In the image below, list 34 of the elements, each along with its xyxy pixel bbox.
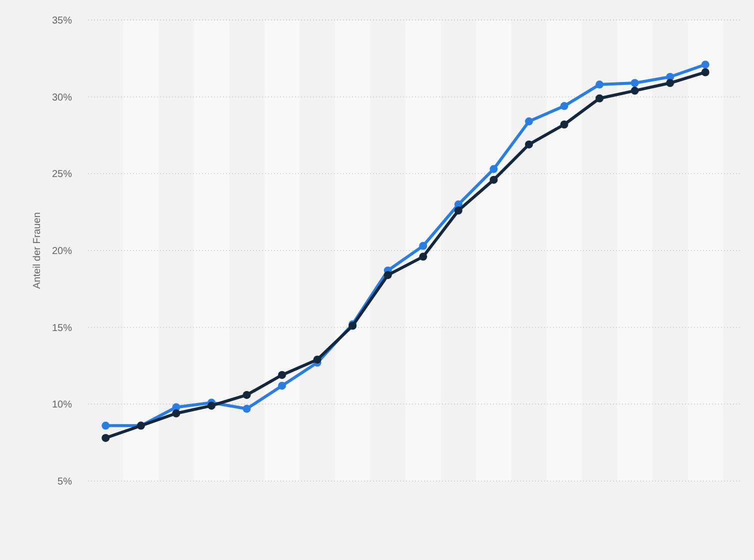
y-tick-label: 5%	[58, 476, 72, 488]
point	[524, 117, 533, 126]
point	[524, 140, 533, 148]
point	[419, 252, 428, 261]
point	[701, 68, 710, 76]
point	[313, 356, 322, 364]
point	[102, 422, 110, 430]
point	[419, 242, 428, 250]
point	[630, 79, 639, 88]
point	[596, 80, 604, 89]
point	[384, 271, 392, 280]
y-tick-label: 25%	[52, 169, 72, 180]
point	[560, 120, 568, 128]
point	[560, 102, 568, 110]
point	[242, 390, 251, 399]
point	[701, 60, 710, 69]
point	[454, 206, 462, 215]
point	[278, 382, 286, 390]
point	[596, 94, 604, 102]
point	[490, 165, 498, 174]
y-tick-label: 35%	[52, 16, 72, 26]
point	[242, 404, 251, 413]
point	[102, 434, 110, 442]
y-tick-label: 30%	[52, 92, 72, 104]
point	[207, 402, 216, 410]
y-tick-label: 20%	[52, 246, 72, 257]
y-tick-label: 10%	[52, 400, 72, 411]
y-axis-title: Anteil der Frauen	[32, 212, 43, 289]
y-tick-label: 15%	[52, 322, 72, 334]
point	[172, 409, 180, 418]
point	[666, 79, 674, 88]
point	[630, 86, 639, 95]
point	[278, 370, 286, 379]
point	[490, 176, 498, 184]
